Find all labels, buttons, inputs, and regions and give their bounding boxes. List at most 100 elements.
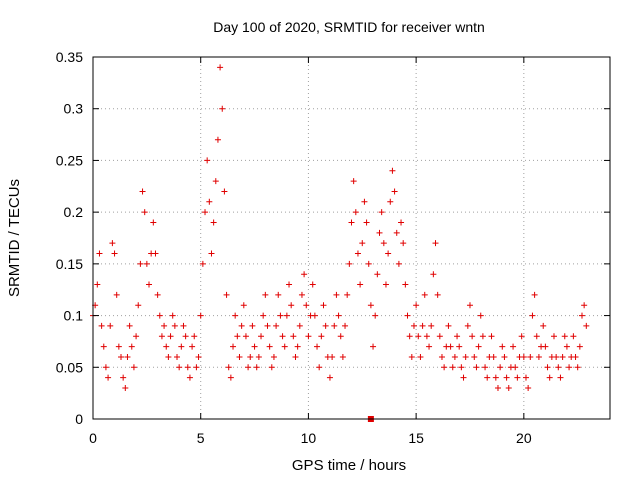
data-point — [488, 333, 495, 340]
data-point — [331, 322, 338, 329]
data-point — [382, 281, 389, 288]
data-point — [182, 333, 189, 340]
data-point — [139, 188, 146, 195]
data-point — [410, 322, 417, 329]
data-point — [146, 281, 153, 288]
data-point — [329, 353, 336, 360]
data-point — [137, 260, 144, 267]
data-point — [559, 353, 566, 360]
data-point — [415, 333, 422, 340]
data-point — [167, 333, 174, 340]
data-point — [199, 260, 206, 267]
data-point — [464, 322, 471, 329]
data-point — [469, 333, 476, 340]
data-point — [113, 291, 120, 298]
data-point — [385, 250, 392, 257]
data-point — [301, 271, 308, 278]
data-point — [169, 312, 176, 319]
data-point — [163, 343, 170, 350]
data-point — [395, 260, 402, 267]
data-point — [260, 312, 267, 319]
data-point — [352, 209, 359, 216]
y-tick-label: 0.35 — [56, 49, 83, 65]
data-point — [406, 333, 413, 340]
data-point — [94, 281, 101, 288]
data-point — [466, 302, 473, 309]
data-point — [273, 322, 280, 329]
chart-title: Day 100 of 2020, SRMTID for receiver wnt… — [213, 19, 485, 35]
data-point — [305, 333, 312, 340]
data-point — [184, 364, 191, 371]
data-point — [255, 353, 262, 360]
data-point — [419, 322, 426, 329]
data-point — [219, 105, 226, 112]
data-point — [426, 343, 433, 350]
data-point — [365, 260, 372, 267]
data-point — [275, 291, 282, 298]
data-point — [576, 343, 583, 350]
data-point — [154, 291, 161, 298]
data-point — [223, 291, 230, 298]
data-point — [152, 250, 159, 257]
data-point — [292, 353, 299, 360]
data-point — [413, 302, 420, 309]
data-point — [438, 353, 445, 360]
data-point — [533, 333, 540, 340]
data-point — [342, 322, 349, 329]
data-point — [268, 364, 275, 371]
data-point — [221, 188, 228, 195]
data-point — [128, 343, 135, 350]
data-point — [400, 240, 407, 247]
data-point — [477, 312, 484, 319]
data-point — [96, 250, 103, 257]
data-point — [380, 240, 387, 247]
data-point — [208, 250, 215, 257]
data-point — [230, 343, 237, 350]
data-point — [423, 333, 430, 340]
data-point — [232, 312, 239, 319]
data-point — [193, 364, 200, 371]
data-point — [266, 343, 273, 350]
data-point — [120, 374, 127, 381]
data-point — [326, 374, 333, 381]
data-point — [542, 343, 549, 350]
data-point — [253, 364, 260, 371]
data-point — [309, 281, 316, 288]
data-point — [180, 322, 187, 329]
data-point — [378, 209, 385, 216]
data-point — [367, 302, 374, 309]
data-point — [357, 281, 364, 288]
data-point — [143, 260, 150, 267]
data-point — [240, 302, 247, 309]
y-tick-label: 0.3 — [64, 101, 84, 117]
x-tick-label: 15 — [408, 430, 424, 446]
data-point — [288, 302, 295, 309]
data-point — [527, 353, 534, 360]
data-point — [197, 312, 204, 319]
data-point — [581, 302, 588, 309]
data-point — [279, 333, 286, 340]
data-point — [210, 219, 217, 226]
data-point — [387, 198, 394, 205]
data-point — [109, 240, 116, 247]
data-point — [333, 291, 340, 298]
data-point — [402, 281, 409, 288]
data-point — [318, 333, 325, 340]
data-point — [518, 333, 525, 340]
data-point — [451, 353, 458, 360]
y-axis-title: SRMTID / TECUs — [6, 179, 23, 297]
data-point — [348, 219, 355, 226]
data-point — [174, 353, 181, 360]
data-point — [105, 374, 112, 381]
data-point — [497, 364, 504, 371]
data-point — [408, 353, 415, 360]
data-point — [570, 333, 577, 340]
data-point — [514, 374, 521, 381]
data-point — [503, 374, 510, 381]
data-point — [270, 353, 277, 360]
data-point — [234, 333, 241, 340]
data-point — [311, 312, 318, 319]
data-point — [475, 343, 482, 350]
data-point — [505, 384, 512, 391]
data-point — [316, 364, 323, 371]
